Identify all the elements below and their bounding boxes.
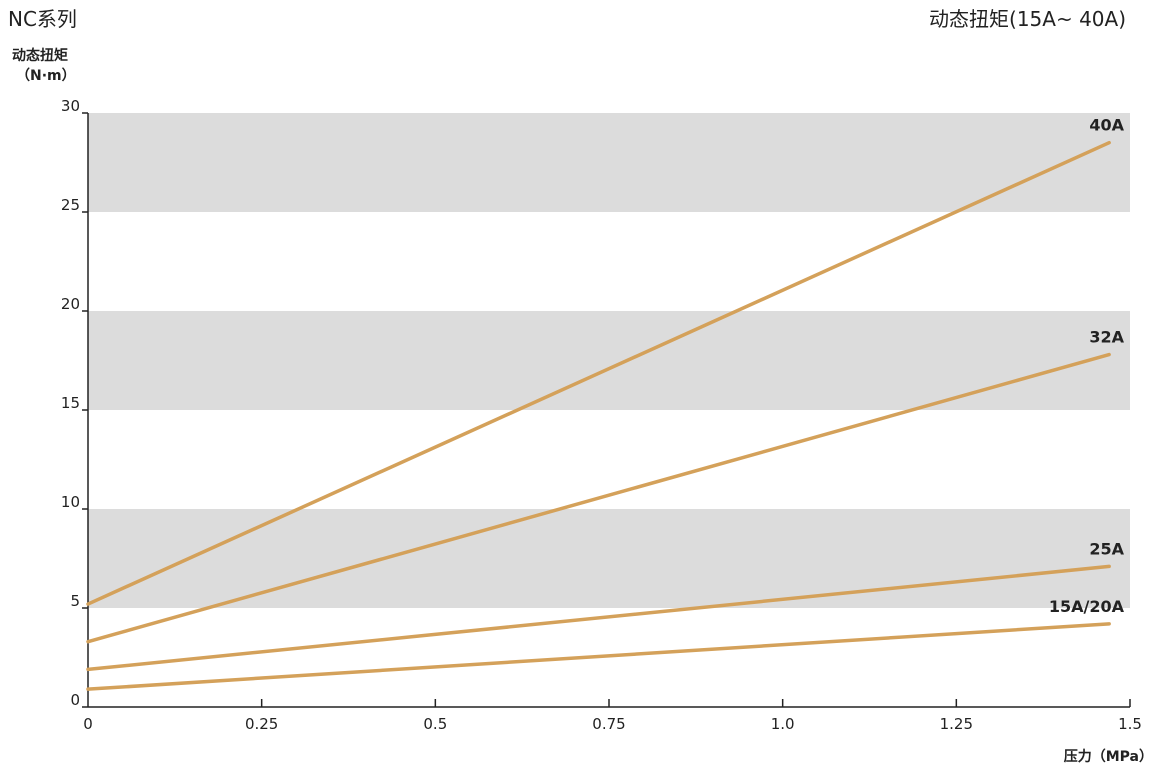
grid-bands — [88, 113, 1130, 608]
y-tick-label-4: 20 — [61, 295, 80, 313]
series-label-25A: 25A — [1089, 539, 1124, 558]
y-tick-label-0: 0 — [70, 691, 80, 709]
y-tick-label-6: 30 — [61, 97, 80, 115]
y-tick-label-2: 10 — [61, 493, 80, 511]
y-tick-label-1: 5 — [70, 592, 80, 610]
y-tick-label-5: 25 — [61, 196, 80, 214]
y-axis-title-line1: 动态扭矩 — [12, 47, 68, 64]
chart-title-right: 动态扭矩(15A~ 40A) — [929, 7, 1126, 31]
grid-band-1 — [88, 311, 1130, 410]
x-tick-label-2: 0.5 — [423, 715, 447, 733]
axis-ticks: 0 5 10 15 20 25 30 0 0.25 0.5 0.75 1.0 1.25 1.5 — [61, 97, 1142, 733]
y-axis-title-line2: （N·m） — [16, 68, 76, 84]
series-line-15A/20A — [86, 622, 1111, 691]
series-label-15A/20A: 15A/20A — [1049, 597, 1125, 616]
series-label-32A: 32A — [1089, 328, 1124, 347]
x-tick-label-1: 0.25 — [245, 715, 278, 733]
series-lines — [86, 140, 1111, 691]
grid-band-2 — [88, 113, 1130, 212]
series-line-32A — [86, 352, 1111, 644]
series-label-40A: 40A — [1089, 116, 1124, 135]
x-tick-label-3: 0.75 — [592, 715, 625, 733]
grid-band-0 — [88, 509, 1130, 608]
x-tick-label-4: 1.0 — [771, 715, 795, 733]
series-labels: 40A 32A 25A 15A/20A — [1049, 116, 1125, 616]
x-axis-title: 压力（MPa） — [1064, 748, 1153, 765]
series-line-40A — [86, 140, 1111, 606]
x-tick-label-0: 0 — [83, 715, 93, 733]
y-tick-label-3: 15 — [61, 394, 80, 412]
series-title-left: NC系列 — [8, 7, 77, 31]
series-line-25A — [86, 564, 1111, 672]
x-tick-label-6: 1.5 — [1118, 715, 1142, 733]
x-tick-label-5: 1.25 — [940, 715, 973, 733]
